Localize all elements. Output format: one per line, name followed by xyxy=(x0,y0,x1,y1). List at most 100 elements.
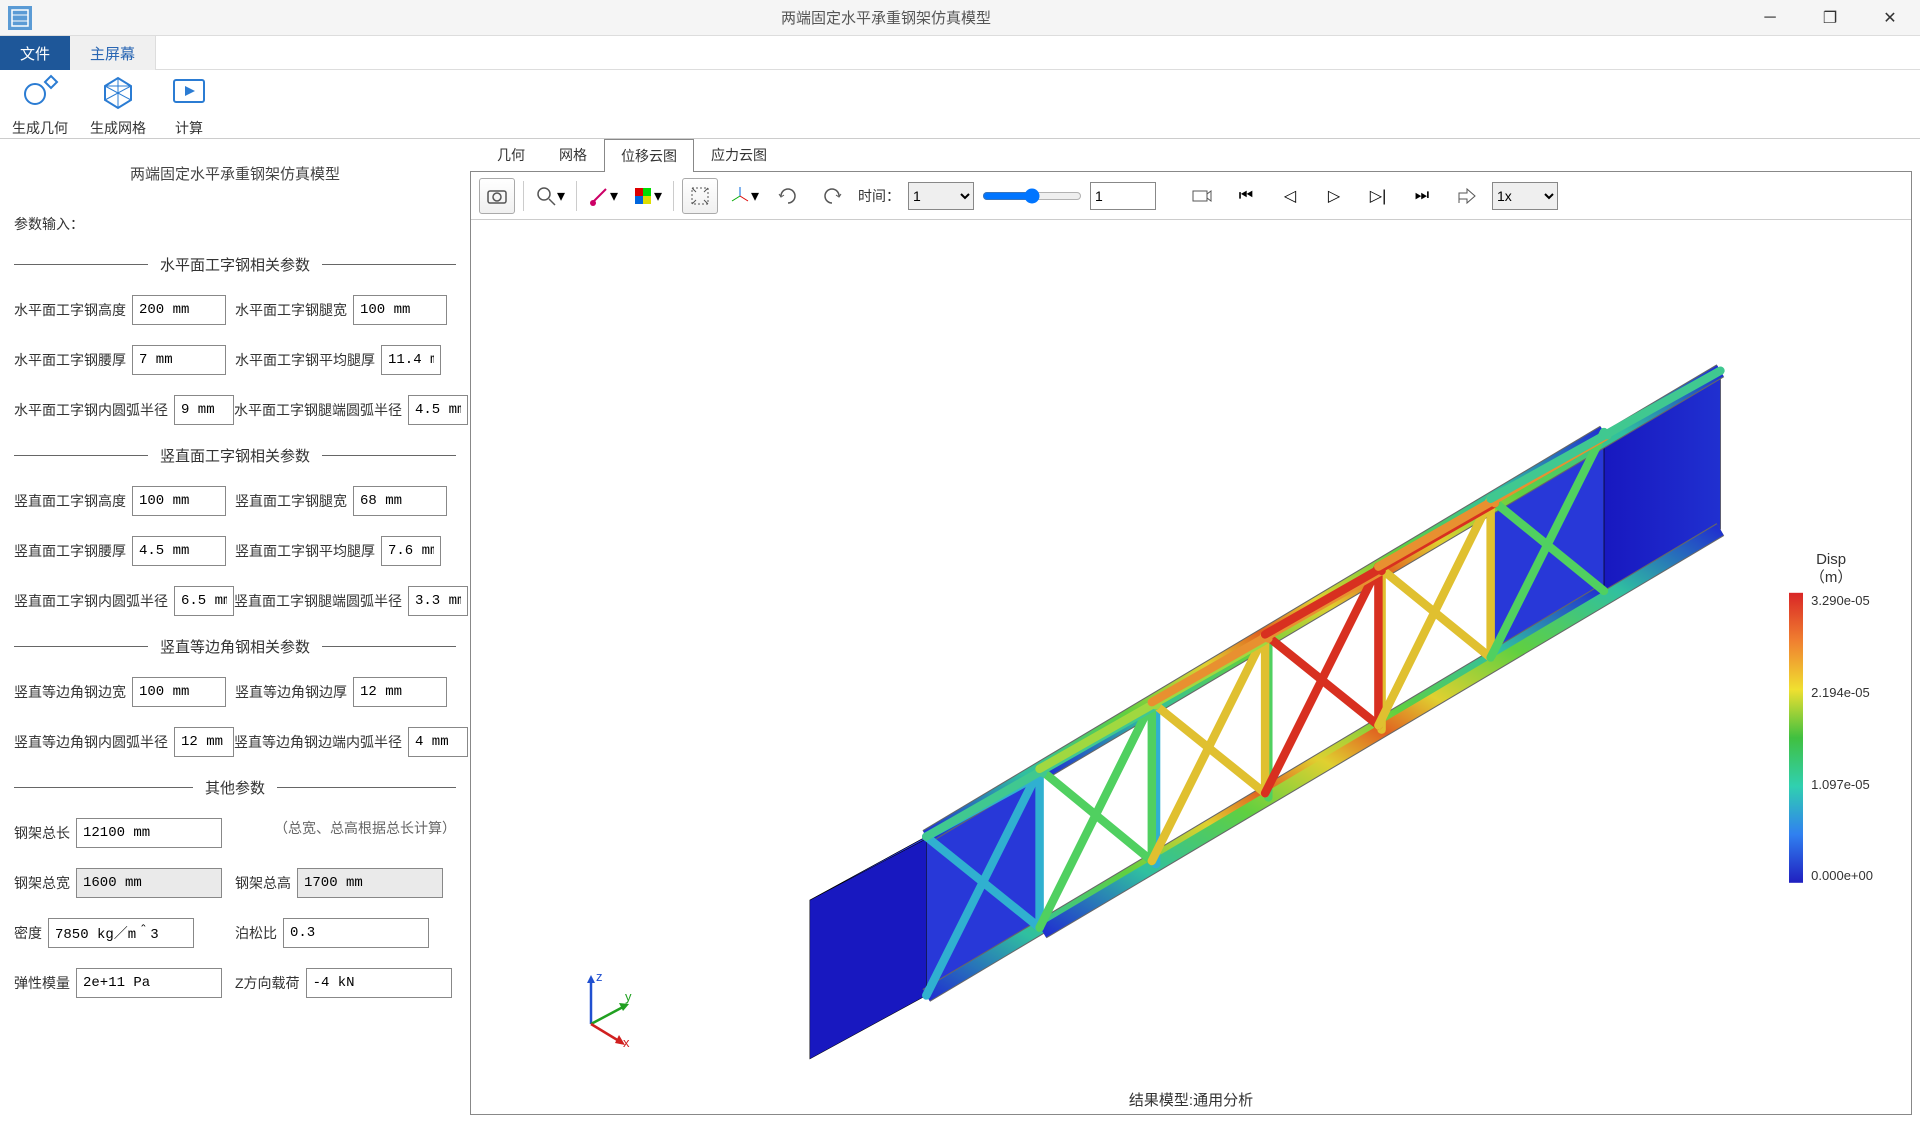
svg-text:x: x xyxy=(623,1035,630,1049)
next-frame-icon[interactable]: ▷| xyxy=(1360,178,1396,214)
legend-title-1: Disp xyxy=(1816,551,1846,568)
horizontal-inner-radius-input[interactable] xyxy=(174,395,234,425)
vertical-inner-radius-input[interactable] xyxy=(174,586,234,616)
param-label: 水平面工字钢腿宽 xyxy=(235,300,347,320)
param-label: 钢架总长 xyxy=(14,823,70,843)
viewport-toolbar: ▾ ▾ ▾ ▾ 时间： 1 ⏮ ◁ xyxy=(471,172,1911,220)
rotate-cw-icon[interactable] xyxy=(770,178,806,214)
param-label: 泊松比 xyxy=(235,923,277,943)
viewport-tabs: 几何 网格 位移云图 应力云图 xyxy=(470,139,1912,171)
speed-select[interactable]: 1x xyxy=(1492,182,1558,210)
param-label: 竖直等边角钢边宽 xyxy=(14,682,126,702)
angle-edge-width-input[interactable] xyxy=(132,677,226,707)
frame-input[interactable] xyxy=(1090,182,1156,210)
legend-title-2: （m） xyxy=(1810,569,1853,586)
horizontal-height-input[interactable] xyxy=(132,295,226,325)
total-height-input xyxy=(297,868,443,898)
density-input[interactable] xyxy=(48,918,194,948)
camera-icon[interactable] xyxy=(479,178,515,214)
horizontal-leg-width-input[interactable] xyxy=(353,295,447,325)
generate-geometry-button[interactable]: 生成几何 xyxy=(12,70,68,138)
record-icon[interactable] xyxy=(1184,178,1220,214)
vertical-avg-leg-thickness-input[interactable] xyxy=(381,536,441,566)
section-header-vertical: 竖直面工字钢相关参数 xyxy=(148,445,322,466)
ribbon: 生成几何 生成网格 计算 xyxy=(0,70,1920,139)
color-bar xyxy=(1789,593,1803,883)
maximize-button[interactable]: ❐ xyxy=(1800,0,1860,36)
time-label: 时间： xyxy=(858,186,900,206)
tab-mesh[interactable]: 网格 xyxy=(542,138,604,171)
generate-mesh-button[interactable]: 生成网格 xyxy=(90,70,146,138)
angle-edge-end-radius-input[interactable] xyxy=(408,727,468,757)
menu-tab-file[interactable]: 文件 xyxy=(0,36,70,70)
horizontal-waist-thickness-input[interactable] xyxy=(132,345,226,375)
param-label: 竖直面工字钢平均腿厚 xyxy=(235,541,375,561)
param-label: 竖直面工字钢腿端圆弧半径 xyxy=(234,591,402,611)
brush-icon[interactable]: ▾ xyxy=(585,178,621,214)
time-select[interactable]: 1 xyxy=(908,182,974,210)
first-frame-icon[interactable]: ⏮ xyxy=(1228,178,1264,214)
export-icon[interactable] xyxy=(1448,178,1484,214)
angle-inner-radius-input[interactable] xyxy=(174,727,234,757)
minimize-button[interactable]: ─ xyxy=(1740,0,1800,36)
fit-icon[interactable] xyxy=(682,178,718,214)
param-label: 弹性模量 xyxy=(14,973,70,993)
cube-color-icon[interactable]: ▾ xyxy=(629,178,665,214)
color-legend: Disp （m） 3.290e-05 2.194e-05 1.097e-05 0… xyxy=(1789,551,1873,883)
param-label: 竖直等边角钢内圆弧半径 xyxy=(14,732,168,752)
param-label: Z方向载荷 xyxy=(235,973,300,993)
prev-frame-icon[interactable]: ◁ xyxy=(1272,178,1308,214)
tab-stress[interactable]: 应力云图 xyxy=(694,138,784,171)
parameter-sidebar: 两端固定水平承重钢架仿真模型 参数输入： 水平面工字钢相关参数 水平面工字钢高度… xyxy=(0,139,470,1123)
angle-edge-thickness-input[interactable] xyxy=(353,677,447,707)
param-label: 竖直面工字钢腿宽 xyxy=(235,491,347,511)
param-label: 钢架总高 xyxy=(235,873,291,893)
compute-button[interactable]: 计算 xyxy=(168,70,210,138)
vertical-height-input[interactable] xyxy=(132,486,226,516)
param-label: 竖直面工字钢内圆弧半径 xyxy=(14,591,168,611)
zoom-icon[interactable]: ▾ xyxy=(532,178,568,214)
param-label: 竖直面工字钢腰厚 xyxy=(14,541,126,561)
svg-text:z: z xyxy=(596,969,603,984)
window-title: 两端固定水平承重钢架仿真模型 xyxy=(32,7,1740,28)
param-label: 水平面工字钢腰厚 xyxy=(14,350,126,370)
menu-tab-main[interactable]: 主屏幕 xyxy=(70,36,156,70)
result-model-label: 结果模型:通用分析 xyxy=(1129,1089,1253,1110)
param-note: （总宽、总高根据总长计算） xyxy=(274,818,456,848)
tab-geometry[interactable]: 几何 xyxy=(480,138,542,171)
params-input-label: 参数输入： xyxy=(14,214,456,234)
z-load-input[interactable] xyxy=(306,968,452,998)
play-icon[interactable]: ▷ xyxy=(1316,178,1352,214)
poisson-input[interactable] xyxy=(283,918,429,948)
viewport-frame: ▾ ▾ ▾ ▾ 时间： 1 ⏮ ◁ xyxy=(470,171,1912,1115)
geometry-icon xyxy=(19,70,61,112)
legend-mid1: 1.097e-05 xyxy=(1811,776,1873,791)
last-frame-icon[interactable]: ⏭ xyxy=(1404,178,1440,214)
vertical-waist-thickness-input[interactable] xyxy=(132,536,226,566)
horizontal-leg-end-radius-input[interactable] xyxy=(408,395,468,425)
param-label: 钢架总宽 xyxy=(14,873,70,893)
ribbon-label: 计算 xyxy=(175,118,203,138)
param-label: 水平面工字钢高度 xyxy=(14,300,126,320)
horizontal-avg-leg-thickness-input[interactable] xyxy=(381,345,441,375)
tab-displacement[interactable]: 位移云图 xyxy=(604,139,694,172)
vertical-leg-width-input[interactable] xyxy=(353,486,447,516)
axis-select-icon[interactable]: ▾ xyxy=(726,178,762,214)
time-slider[interactable] xyxy=(982,188,1082,204)
section-header-other: 其他参数 xyxy=(193,777,277,798)
viewport-canvas[interactable]: z y x Disp （m） 3.290e-0 xyxy=(471,220,1911,1114)
close-button[interactable]: ✕ xyxy=(1860,0,1920,36)
elastic-modulus-input[interactable] xyxy=(76,968,222,998)
legend-mid2: 2.194e-05 xyxy=(1811,685,1873,700)
param-label: 水平面工字钢内圆弧半径 xyxy=(14,400,168,420)
legend-max: 3.290e-05 xyxy=(1811,593,1873,608)
vertical-leg-end-radius-input[interactable] xyxy=(408,586,468,616)
titlebar: 两端固定水平承重钢架仿真模型 ─ ❐ ✕ xyxy=(0,0,1920,36)
rotate-ccw-icon[interactable] xyxy=(814,178,850,214)
total-width-input xyxy=(76,868,222,898)
compute-icon xyxy=(168,70,210,112)
param-label: 竖直等边角钢边厚 xyxy=(235,682,347,702)
total-length-input[interactable] xyxy=(76,818,222,848)
param-label: 竖直等边角钢边端内弧半径 xyxy=(234,732,402,752)
truss-render xyxy=(471,220,1911,1114)
